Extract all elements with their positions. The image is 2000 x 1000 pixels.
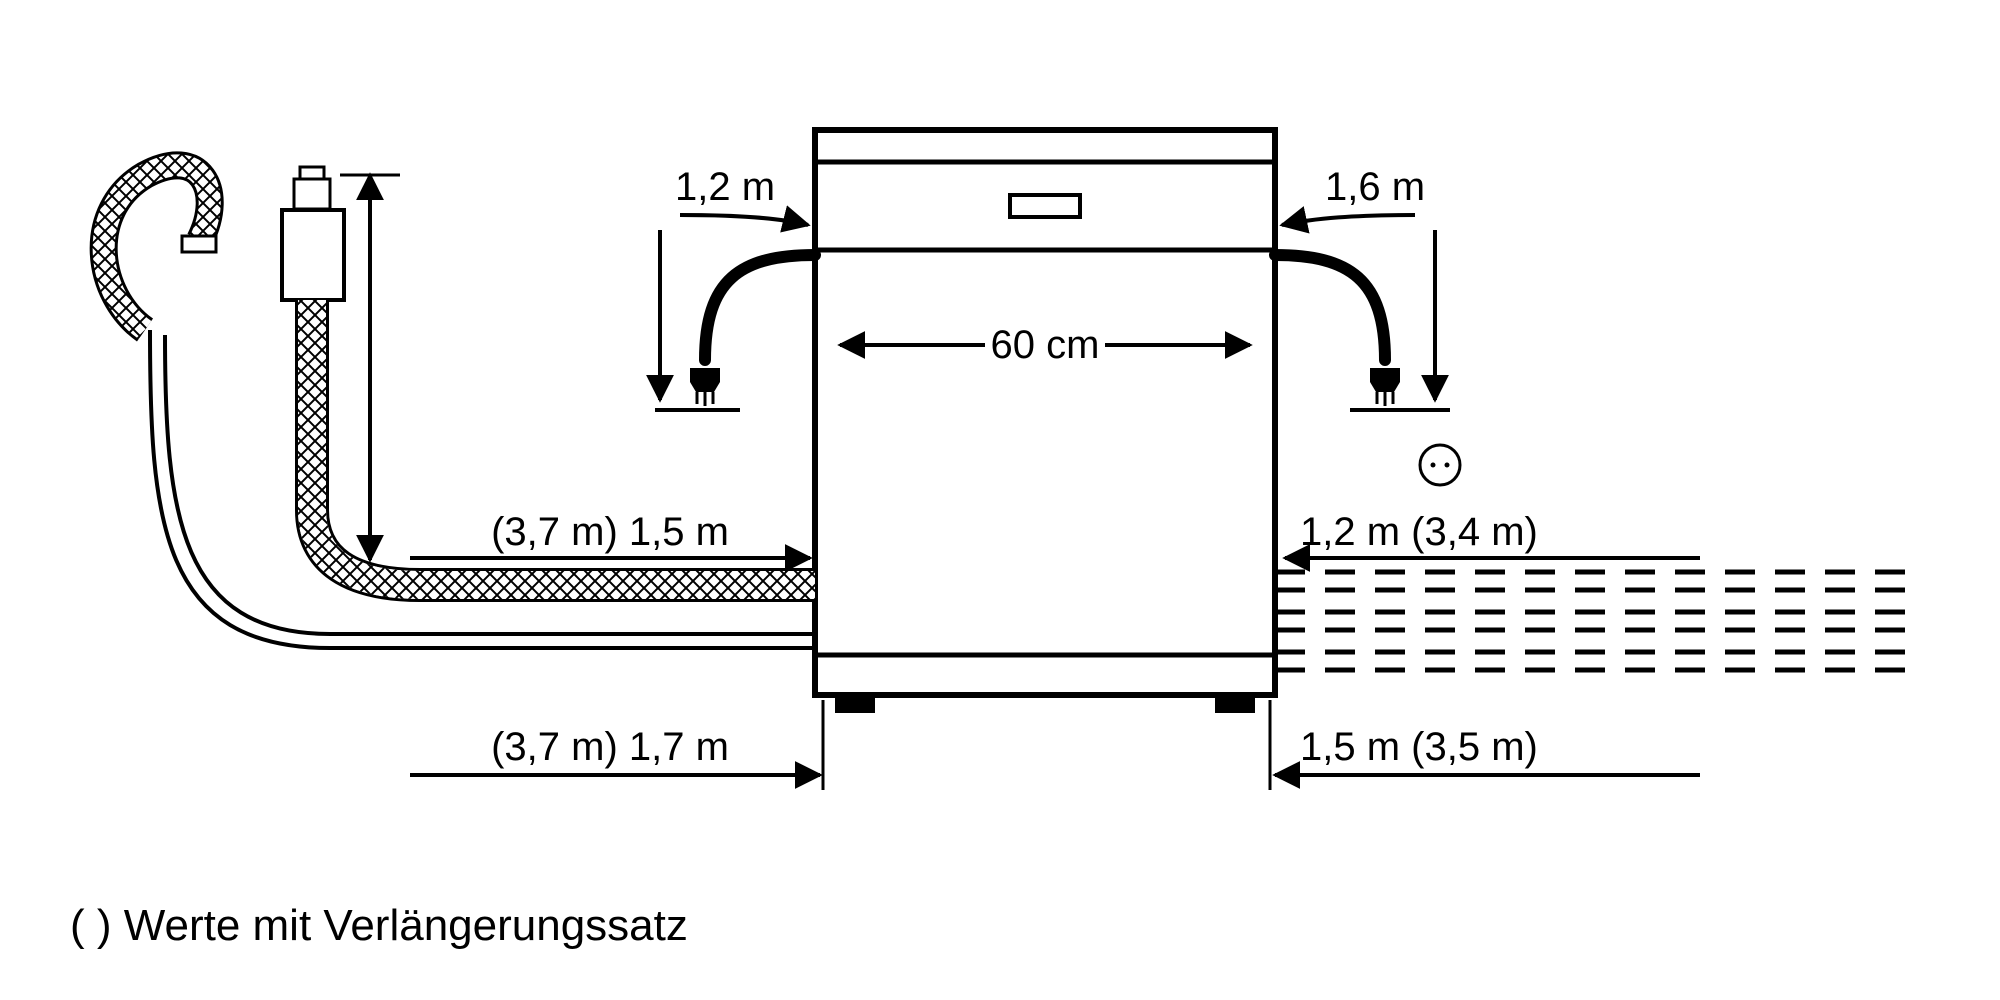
hose-right-lower xyxy=(1275,652,1910,670)
footnote-text: ( ) Werte mit Verlängerungssatz xyxy=(70,901,688,950)
power-cord-right: 1,6 m xyxy=(1275,165,1460,485)
hose-left-upper-label: (3,7 m) 1,5 m xyxy=(491,510,729,554)
hose-right-upper xyxy=(1275,572,1910,630)
power-cord-left: 1,2 m xyxy=(655,165,815,410)
faucet-icon xyxy=(104,165,216,330)
width-label: 60 cm xyxy=(991,323,1100,367)
hose-left-lower-label: (3,7 m) 1,7 m xyxy=(491,725,729,769)
plug-left-icon xyxy=(690,368,720,406)
hose-right-upper-label: 1,2 m (3,4 m) xyxy=(1300,510,1538,554)
wall-socket-icon xyxy=(1420,445,1460,485)
hoses-right: 1,2 m (3,4 m) 1,5 m (3,5 m) xyxy=(1270,510,1910,790)
hose-right-lower-label: 1,5 m (3,5 m) xyxy=(1300,725,1538,769)
water-supply-left: (3,7 m) 1,5 m (3,7 m) 1,7 m xyxy=(104,165,823,790)
cord-right-label: 1,6 m xyxy=(1325,165,1425,209)
cord-left-label: 1,2 m xyxy=(675,165,775,209)
installation-diagram: 60 cm 1,2 m 1,6 m xyxy=(0,0,2000,1000)
plug-right-icon xyxy=(1370,368,1400,406)
appliance: 60 cm xyxy=(815,130,1275,713)
aquastop-valve-icon xyxy=(282,167,344,300)
